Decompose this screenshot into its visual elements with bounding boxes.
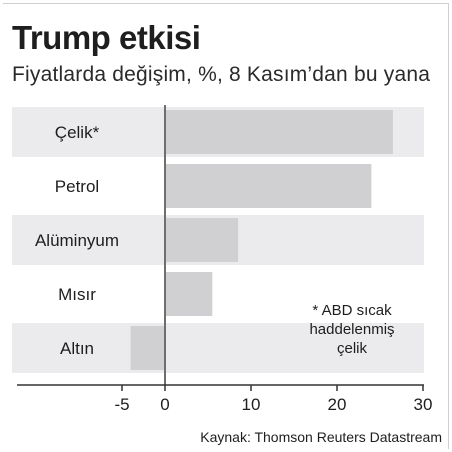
category-label: Alüminyum	[35, 231, 119, 250]
category-label: Petrol	[55, 177, 99, 196]
bar-1	[165, 110, 393, 154]
chart-subtitle: Fiyatlarda değişim, %, 8 Kasım’dan bu ya…	[12, 63, 431, 86]
bar-4	[165, 272, 213, 316]
annotation-line: haddelenmiş	[309, 321, 394, 338]
annotation-line: * ABD sıcak	[312, 302, 392, 319]
x-tick-label: 0	[160, 395, 169, 414]
x-tick-label: 20	[328, 395, 347, 414]
bar-2	[165, 164, 372, 208]
bar-5	[130, 326, 165, 370]
source-note: Kaynak: Thomson Reuters Datastream	[200, 429, 442, 445]
chart-title: Trump etkisi	[12, 19, 201, 56]
bar-3	[165, 218, 239, 262]
category-labels: Çelik* Petrol Alüminyum Mısır Altın	[35, 123, 119, 358]
category-label: Çelik*	[55, 123, 100, 142]
category-label: Mısır	[58, 285, 96, 304]
chart-frame	[3, 3, 449, 449]
x-tick-label: -5	[114, 395, 129, 414]
category-label: Altın	[60, 339, 94, 358]
row-band	[12, 323, 424, 373]
x-tick-label: 10	[242, 395, 261, 414]
bars	[130, 110, 393, 370]
annotation-line: çelik	[337, 340, 368, 357]
footnote-annotation: * ABD sıcak haddelenmiş çelik	[309, 302, 394, 357]
x-tick-label: 30	[414, 395, 433, 414]
x-axis: -5 0 10 20 30	[17, 384, 433, 414]
